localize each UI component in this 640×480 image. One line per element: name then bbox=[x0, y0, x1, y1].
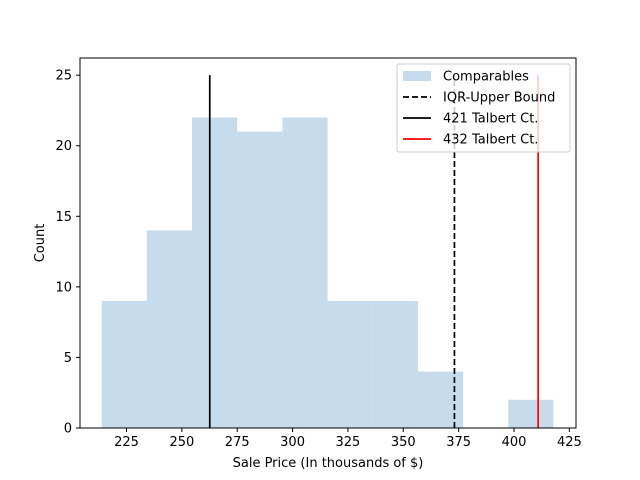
x-tick-label-350: 350 bbox=[391, 435, 416, 450]
legend-box bbox=[396, 63, 571, 153]
y-tick-label-10: 10 bbox=[55, 280, 72, 295]
y-tick-label-0: 0 bbox=[64, 422, 72, 437]
y-tick-label-25: 25 bbox=[55, 69, 72, 84]
y-tick-label-20: 20 bbox=[55, 139, 72, 154]
histogram-bar-2 bbox=[146, 230, 193, 428]
legend-label-1: IQR-Upper Bound bbox=[443, 91, 555, 106]
histogram-bar-4 bbox=[237, 131, 283, 428]
x-tick-label-275: 275 bbox=[225, 435, 250, 450]
histogram-bar-3 bbox=[192, 117, 238, 428]
x-axis-label: Sale Price (In thousands of $) bbox=[233, 456, 424, 471]
x-tick-label-250: 250 bbox=[169, 435, 194, 450]
x-axis-ticks: 225 250 275 300 325 350 375 400 425 bbox=[114, 428, 582, 450]
x-tick-label-375: 375 bbox=[446, 435, 471, 450]
histogram-bar-6 bbox=[327, 300, 373, 428]
legend-label-3: 432 Talbert Ct. bbox=[443, 133, 538, 148]
legend-swatch-comparables bbox=[403, 71, 431, 81]
axes bbox=[79, 57, 577, 429]
histogram-bar-8 bbox=[417, 371, 464, 428]
x-tick-label-425: 425 bbox=[557, 435, 582, 450]
x-tick-label-300: 300 bbox=[280, 435, 305, 450]
legend-label-0: Comparables bbox=[443, 70, 529, 85]
histogram-bar-5 bbox=[282, 117, 328, 428]
y-axis-ticks: 0 5 10 15 20 25 bbox=[55, 69, 80, 437]
x-tick-label-400: 400 bbox=[502, 435, 527, 450]
y-axis-label: Count bbox=[33, 224, 48, 263]
y-tick-label-5: 5 bbox=[64, 351, 72, 366]
histogram-bar-7 bbox=[372, 300, 418, 428]
histogram-bar-1 bbox=[101, 300, 147, 428]
plot-frame bbox=[79, 57, 577, 429]
legend: Comparables IQR-Upper Bound 421 Talbert Ct… bbox=[396, 63, 571, 153]
legend-label-2: 421 Talbert Ct. bbox=[443, 112, 538, 127]
x-tick-label-225: 225 bbox=[114, 435, 139, 450]
y-tick-label-15: 15 bbox=[55, 210, 72, 225]
histogram-bars bbox=[101, 117, 554, 428]
histogram-bar-10 bbox=[508, 399, 554, 428]
x-tick-label-325: 325 bbox=[336, 435, 361, 450]
